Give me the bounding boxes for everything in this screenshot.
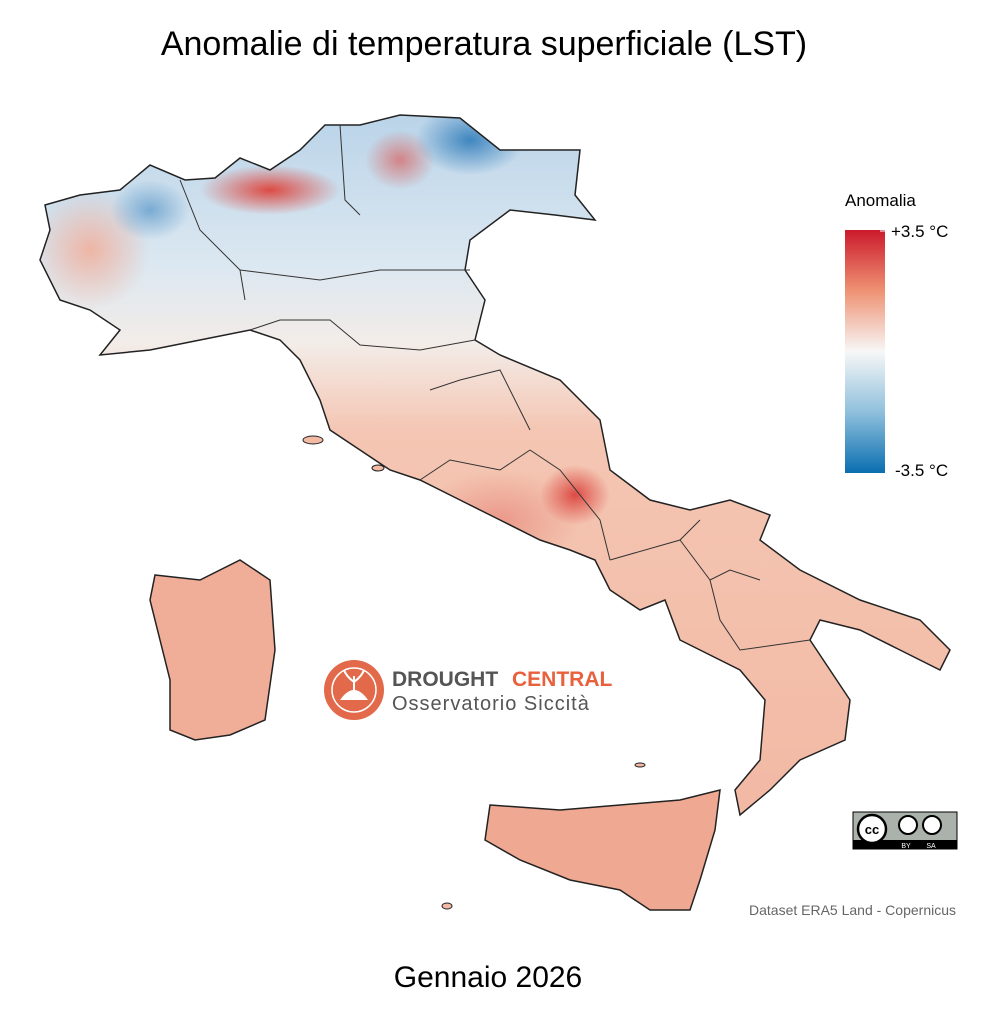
mainland-fill (40, 115, 950, 815)
legend-title: Anomalia (845, 191, 916, 210)
islands (302, 435, 646, 910)
license-badge: cc BY SA (852, 811, 958, 850)
logo-subtitle: Osservatorio Siccità (392, 693, 590, 715)
logo: DROUGHT CENTRAL Osservatorio Siccità (324, 660, 612, 720)
logo-name-2: CENTRAL (512, 668, 612, 691)
logo-name-1: DROUGHT (392, 668, 498, 691)
legend-colorbar (845, 230, 885, 473)
map-title: Anomalie di temperatura superficiale (LS… (161, 25, 807, 63)
svg-text:cc: cc (865, 822, 879, 837)
sicily (484, 789, 721, 911)
legend-max-label: +3.5 °C (891, 222, 948, 241)
region-borders (179, 124, 811, 651)
license-by: BY (901, 843, 911, 850)
source-note: Dataset ERA5 Land - Copernicus (749, 902, 956, 918)
period-label: Gennaio 2026 (394, 961, 583, 994)
license-sa: SA (926, 843, 936, 850)
sardinia (149, 559, 276, 741)
legend-min-label: -3.5 °C (895, 461, 948, 480)
